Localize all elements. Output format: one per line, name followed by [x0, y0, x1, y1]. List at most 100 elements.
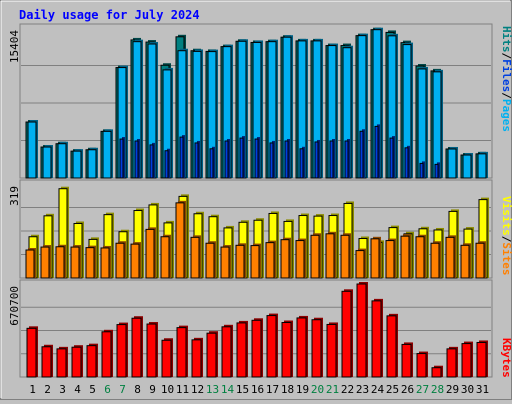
bar-kbytes-day-3-face: [56, 348, 67, 378]
x-tick-label-day-20: 20: [311, 383, 324, 396]
x-tick-label-day-29: 29: [446, 383, 459, 396]
bar-sites-day-20: [310, 233, 321, 279]
bar-files-day-29: [447, 146, 458, 179]
bar-files-day-28-face: [432, 71, 442, 179]
bar-sites-day-15: [235, 243, 246, 279]
bar-sites-day-23-face: [355, 250, 365, 279]
y-max-label: 15404: [8, 30, 21, 63]
bar-pages-day-21: [329, 138, 335, 179]
x-tick-label-day-28: 28: [431, 383, 444, 396]
panels: 15404319670700Hits/Files/PagesVisits/Sit…: [8, 23, 512, 378]
x-tick-label-day-14: 14: [221, 383, 235, 396]
x-tick-label-day-26: 26: [401, 383, 414, 396]
bar-sites-day-27-face: [415, 236, 425, 279]
panel-hits-files-pages: 15404: [8, 23, 493, 179]
bar-pages-day-10-face: [164, 150, 169, 179]
bar-sites-day-4: [70, 245, 81, 279]
bar-sites-day-5-face: [85, 247, 95, 279]
x-tick-label-day-4: 4: [74, 383, 81, 396]
bar-sites-day-7: [115, 241, 126, 279]
bar-kbytes-day-26-face: [401, 343, 412, 378]
bar-pages-day-26-face: [404, 147, 409, 179]
bar-sites-day-16: [250, 243, 261, 279]
bar-files-day-3: [57, 141, 68, 179]
bar-sites-day-26: [400, 234, 411, 279]
bar-sites-day-30: [460, 243, 471, 279]
bar-kbytes-day-3: [56, 346, 68, 378]
bar-sites-day-16-face: [250, 245, 260, 279]
bar-pages-day-11: [179, 135, 185, 179]
bar-pages-day-27: [419, 161, 425, 179]
bar-kbytes-day-17-face: [266, 315, 277, 378]
bar-kbytes-day-5-face: [86, 345, 97, 378]
bar-sites-day-3-face: [55, 246, 65, 279]
x-tick-label-day-15: 15: [236, 383, 249, 396]
bar-pages-day-17: [269, 140, 275, 179]
bar-kbytes-day-29: [446, 346, 458, 378]
bar-pages-day-28-face: [434, 163, 439, 179]
bar-pages-day-21-face: [329, 140, 334, 179]
bar-pages-day-17-face: [269, 142, 274, 179]
bar-sites-day-25: [385, 238, 396, 279]
bar-sites-day-7-face: [115, 242, 125, 279]
bar-kbytes-day-19: [296, 315, 308, 378]
bar-kbytes-day-15: [236, 320, 248, 378]
bar-sites-day-3: [55, 244, 66, 279]
bar-pages-day-22-face: [344, 140, 349, 179]
x-tick-label-day-8: 8: [134, 383, 141, 396]
bar-pages-day-7: [119, 137, 125, 179]
bar-sites-day-12: [190, 235, 201, 279]
bar-pages-day-23: [359, 129, 365, 179]
bar-kbytes-day-27-face: [416, 353, 427, 378]
bar-kbytes-day-7: [116, 322, 128, 378]
panel-kbytes: 670700: [8, 279, 493, 378]
bar-sites-day-30-face: [460, 244, 470, 279]
bar-kbytes-day-25: [386, 313, 398, 378]
bar-kbytes-day-31: [476, 340, 488, 378]
bar-sites-day-28: [430, 241, 441, 279]
bar-files-day-3-face: [57, 143, 67, 179]
bar-kbytes-day-8: [131, 316, 143, 378]
bar-kbytes-day-23-face: [356, 283, 367, 378]
bar-pages-day-12: [194, 140, 200, 179]
bar-kbytes-day-21: [326, 322, 338, 378]
bar-kbytes-day-10-face: [161, 339, 172, 378]
bar-kbytes-day-19-face: [296, 317, 307, 378]
bar-pages-day-14-face: [224, 140, 229, 179]
bar-kbytes-day-12-face: [191, 339, 202, 378]
bar-files-day-5-face: [87, 149, 97, 179]
bar-kbytes-day-27: [416, 351, 428, 378]
bar-sites-day-19-face: [295, 240, 305, 279]
bar-pages-day-24: [374, 124, 380, 179]
bar-files-day-30: [462, 153, 473, 179]
bar-kbytes-day-2-face: [41, 346, 52, 378]
bar-sites-day-10-face: [160, 236, 170, 279]
x-tick-label-day-27: 27: [416, 383, 429, 396]
bar-kbytes-day-10: [161, 338, 173, 378]
bar-sites-day-4-face: [70, 246, 80, 279]
x-tick-label-day-10: 10: [161, 383, 174, 396]
x-tick-label-day-19: 19: [296, 383, 309, 396]
bar-kbytes-day-28-face: [431, 367, 442, 378]
bar-sites-day-18-face: [280, 239, 290, 279]
bar-pages-day-23-face: [359, 130, 364, 179]
bar-sites-day-20-face: [310, 234, 320, 279]
bar-kbytes-day-22: [341, 289, 353, 378]
bar-pages-day-8-face: [134, 140, 139, 179]
bar-files-day-29-face: [447, 148, 457, 179]
bar-kbytes-day-6: [101, 329, 113, 378]
legend-hits-files-pages: Hits/Files/Pages: [500, 26, 512, 132]
bar-sites-day-8-face: [130, 243, 140, 279]
x-tick-label-day-22: 22: [341, 383, 354, 396]
bar-sites-day-29: [445, 235, 456, 279]
bar-files-day-31: [477, 151, 488, 179]
bar-kbytes-day-23: [356, 282, 368, 378]
bar-files-day-5: [87, 147, 98, 179]
bar-kbytes-day-14: [221, 324, 233, 378]
bar-pages-day-7-face: [119, 138, 124, 179]
bar-files-day-1-face: [27, 121, 37, 179]
bar-sites-day-21: [325, 231, 336, 279]
bar-pages-day-10: [164, 148, 170, 179]
bar-sites-day-2-face: [40, 246, 50, 279]
